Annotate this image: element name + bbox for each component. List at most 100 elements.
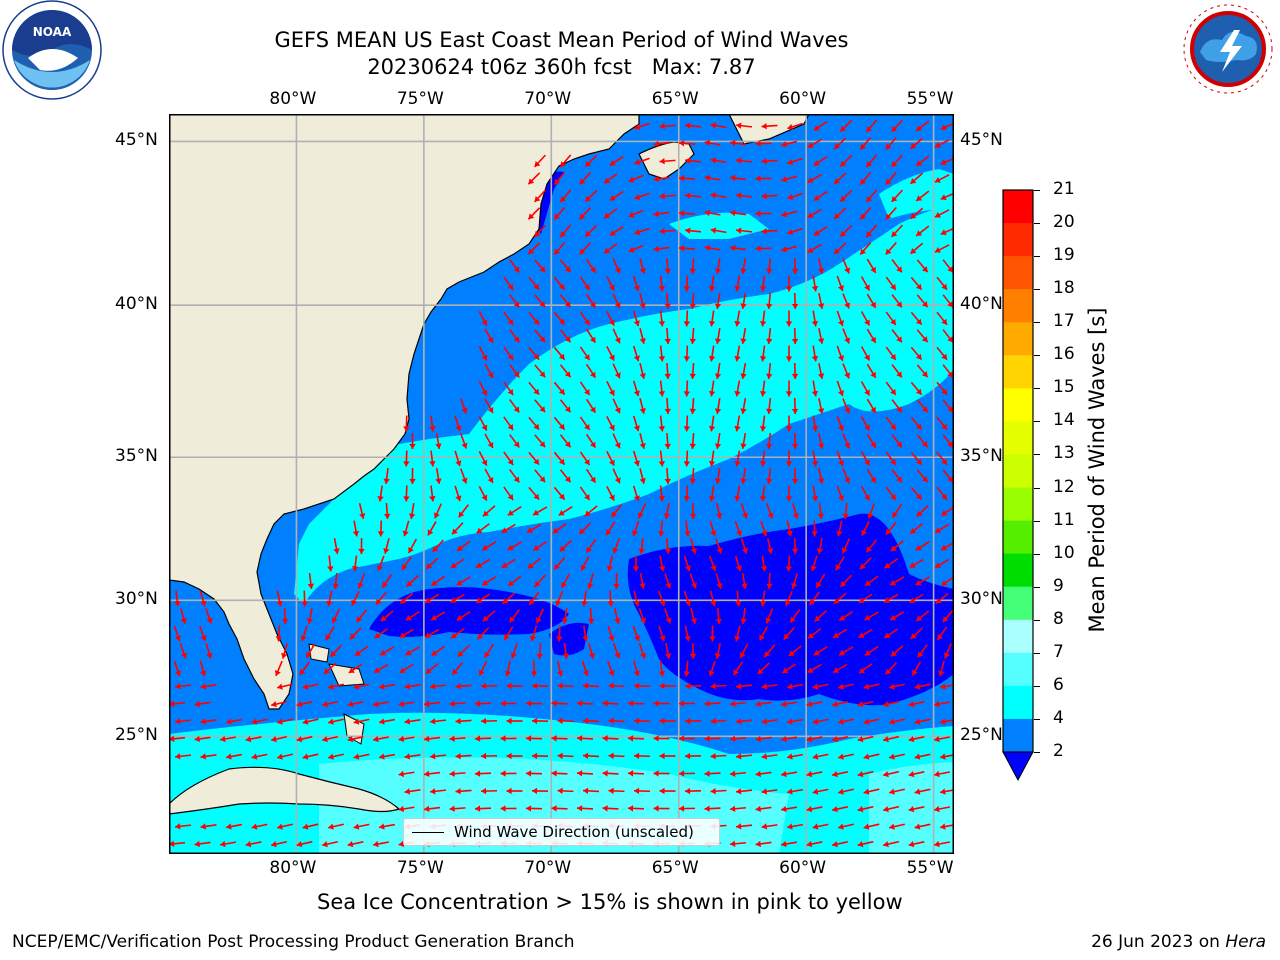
direction-arrow — [556, 660, 564, 677]
direction-arrow — [704, 174, 721, 182]
direction-arrow — [501, 558, 516, 569]
direction-arrow — [883, 593, 899, 604]
longitude-label-bottom: 55°W — [906, 858, 954, 878]
direction-arrow — [811, 380, 819, 397]
direction-arrow — [710, 227, 727, 234]
direction-arrow — [534, 329, 546, 343]
direction-arrow — [861, 520, 870, 537]
direction-arrow — [328, 718, 344, 725]
direction-arrow — [484, 398, 494, 414]
colorbar-tick-mark — [1034, 388, 1040, 390]
direction-arrow — [608, 787, 625, 795]
direction-arrow — [628, 209, 644, 218]
direction-arrow — [933, 700, 951, 708]
direction-arrow — [833, 592, 847, 605]
colorbar-tick-mark — [1034, 322, 1040, 324]
direction-arrow — [532, 506, 548, 516]
direction-arrow — [910, 486, 923, 501]
direction-arrow — [891, 259, 903, 273]
direction-arrow — [683, 275, 691, 292]
direction-arrow — [780, 805, 798, 813]
direction-arrow — [612, 468, 621, 484]
colorbar-segment — [1003, 487, 1033, 522]
direction-arrow — [910, 381, 923, 396]
direction-arrow — [296, 700, 313, 708]
direction-arrow — [734, 555, 742, 572]
colorbar-tick-label: 15 — [1053, 377, 1075, 398]
direction-arrow — [807, 663, 822, 674]
direction-arrow — [839, 574, 853, 588]
direction-arrow — [251, 823, 268, 830]
direction-arrow — [576, 805, 594, 812]
latitude-label-left: 35°N — [115, 446, 158, 467]
direction-arrow — [534, 434, 546, 448]
direction-arrow — [833, 137, 847, 150]
direction-arrow — [639, 363, 646, 379]
direction-arrow — [785, 310, 793, 327]
direction-arrow — [714, 292, 722, 310]
direction-arrow — [455, 787, 472, 795]
direction-arrow — [454, 485, 462, 502]
direction-arrow — [664, 432, 671, 450]
direction-arrow — [859, 557, 872, 570]
direction-arrow — [347, 840, 364, 848]
ocean-field-4-6s — [294, 204, 954, 604]
direction-arrow — [553, 416, 566, 431]
direction-arrow — [606, 381, 615, 396]
direction-arrow — [180, 608, 187, 624]
direction-arrow — [608, 752, 625, 760]
direction-arrow — [500, 770, 517, 777]
direction-arrow — [934, 244, 950, 253]
direction-arrow — [277, 683, 293, 690]
direction-arrow — [423, 770, 441, 778]
direction-arrow — [347, 700, 364, 708]
direction-arrow — [658, 380, 666, 397]
direction-arrow — [710, 192, 727, 199]
direction-arrow — [710, 717, 727, 725]
direction-arrow — [449, 805, 466, 812]
direction-arrow — [525, 805, 543, 812]
direction-arrow — [653, 770, 670, 777]
direction-arrow — [708, 485, 716, 502]
direction-arrow — [407, 538, 418, 554]
direction-arrow — [889, 718, 905, 725]
direction-arrow — [245, 840, 262, 848]
direction-arrow — [584, 224, 598, 238]
direction-arrow — [934, 139, 950, 148]
colorbar-segment — [1003, 553, 1033, 588]
direction-arrow — [766, 397, 773, 415]
direction-arrow — [761, 228, 778, 235]
direction-arrow — [734, 625, 741, 642]
direction-arrow — [381, 573, 393, 589]
direction-arrow — [836, 345, 845, 362]
colorbar-segment — [1003, 718, 1033, 753]
colorbar-tick-label: 16 — [1053, 344, 1075, 365]
direction-arrow — [866, 468, 877, 484]
direction-arrow — [806, 770, 823, 778]
direction-arrow — [455, 752, 472, 760]
direction-arrow — [353, 753, 370, 760]
direction-arrow — [860, 311, 871, 326]
direction-arrow — [560, 573, 571, 589]
direction-arrow — [832, 628, 848, 639]
direction-arrow — [425, 662, 439, 675]
direction-arrow — [885, 311, 897, 326]
direction-arrow — [836, 415, 845, 432]
direction-arrow — [578, 172, 592, 185]
direction-arrow — [664, 537, 672, 555]
direction-arrow — [276, 590, 283, 607]
direction-arrow — [812, 753, 829, 760]
direction-arrow — [399, 592, 414, 605]
colorbar-tick-label: 12 — [1053, 476, 1075, 497]
direction-arrow — [936, 626, 948, 641]
direction-arrow — [689, 257, 696, 275]
direction-arrow — [585, 363, 597, 379]
direction-arrow — [729, 840, 747, 847]
direction-arrow — [807, 138, 822, 149]
direction-arrow — [832, 805, 848, 813]
direction-arrow — [884, 662, 898, 675]
direction-arrow — [729, 770, 747, 777]
direction-arrow — [427, 521, 437, 536]
direction-arrow — [806, 805, 823, 813]
direction-arrow — [735, 683, 753, 690]
